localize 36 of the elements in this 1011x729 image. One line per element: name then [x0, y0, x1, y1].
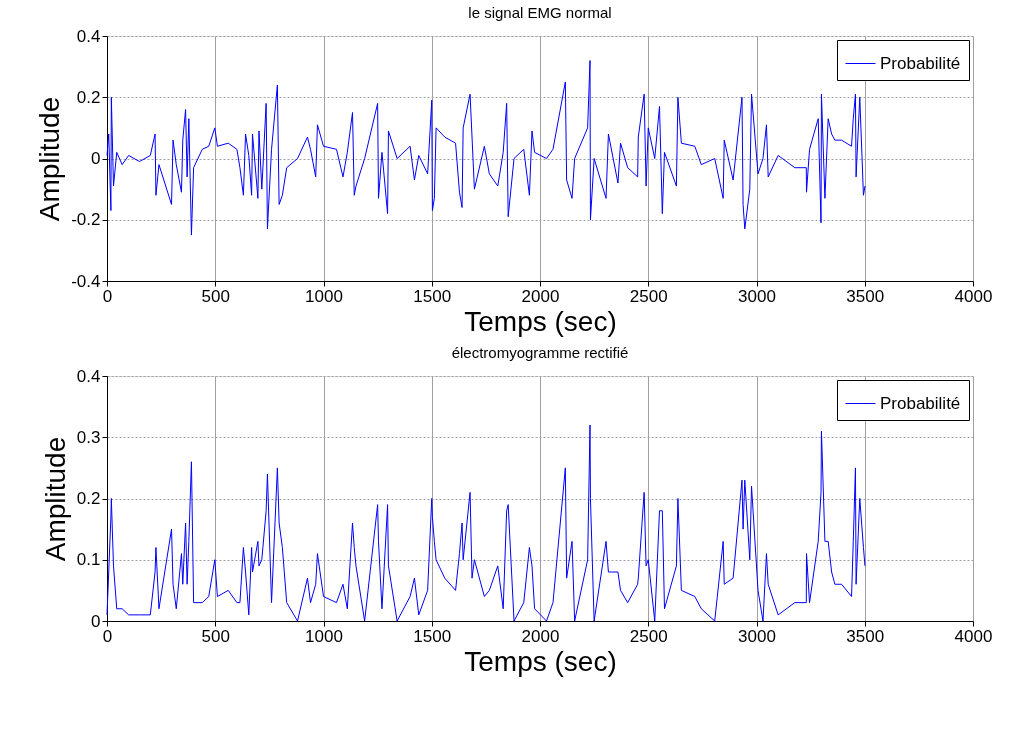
y-tick-label: -0.2 — [71, 210, 101, 230]
line-series — [106, 424, 866, 622]
chart-title: le signal EMG normal — [468, 4, 612, 21]
y-tick-label: 0.4 — [76, 366, 101, 386]
y-tick-label: 0 — [91, 611, 101, 631]
y-axis-title: Amplitude — [39, 436, 71, 562]
x-axis-title: Temps (sec) — [464, 645, 617, 677]
y-tick-label: 0.2 — [76, 87, 101, 107]
y-tick-label: 0.4 — [76, 26, 101, 46]
x-tick-label: 1500 — [413, 286, 452, 306]
y-tick-label: 0.3 — [76, 427, 101, 447]
y-axis-title: Amplitude — [34, 96, 66, 222]
x-tick-label: 2000 — [521, 286, 560, 306]
y-tick-label: 0.1 — [76, 550, 101, 570]
x-tick-label: 2000 — [521, 626, 560, 646]
x-tick-label: 3500 — [846, 286, 885, 306]
x-tick-label: 1000 — [305, 286, 343, 306]
x-tick-label: 1000 — [305, 626, 343, 646]
legend-label: Probabilité — [880, 393, 961, 413]
x-tick-label: 500 — [201, 286, 230, 306]
x-axis-title: Temps (sec) — [464, 305, 617, 337]
x-tick-label: 3500 — [846, 626, 885, 646]
line-series — [106, 60, 866, 236]
x-tick-label: 3000 — [738, 626, 776, 646]
x-tick-label: 2500 — [629, 286, 668, 306]
chart-title: électromyogramme rectifié — [451, 344, 629, 361]
y-tick-label: 0.2 — [76, 489, 101, 508]
x-tick-label: 500 — [201, 626, 230, 646]
legend-label: Probabilité — [880, 53, 961, 73]
x-tick-label: 3000 — [738, 286, 776, 306]
y-tick-label: -0.4 — [71, 271, 101, 291]
x-tick-label: 2500 — [629, 626, 668, 646]
x-tick-label: 4000 — [954, 286, 993, 306]
x-tick-label: 4000 — [954, 626, 993, 646]
y-tick-label: 0 — [91, 149, 101, 168]
x-tick-label: 1500 — [413, 626, 452, 646]
